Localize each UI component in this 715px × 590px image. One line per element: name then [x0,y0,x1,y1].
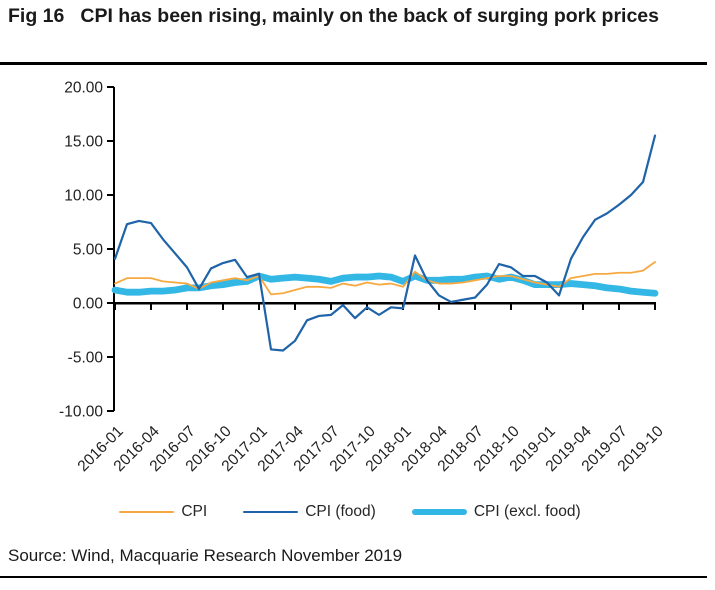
legend-swatch-cpi-food [243,510,299,514]
legend-swatch-cpi-excl-food [411,508,467,516]
legend-label: CPI [181,503,208,520]
series-line-cpi-food [113,134,657,352]
y-tick-label: 0.00 [73,296,104,313]
y-tick-label: 10.00 [64,188,103,205]
legend-label: CPI (food) [305,503,376,520]
y-tick-label: -10.00 [59,404,103,421]
y-tick-label: 15.00 [64,134,103,151]
legend-swatch-cpi [119,511,175,513]
series-line-cpi-excl-food [111,272,659,297]
source-note: Source: Wind, Macquarie Research Novembe… [8,546,403,565]
chart-legend: CPI CPI (food) CPI (excl. food) [0,503,700,521]
y-tick-label: 5.00 [73,242,104,259]
legend-item-cpi: CPI [119,503,207,521]
figure-header: Fig 16 CPI has been rising, mainly on the… [8,4,692,29]
figure-number: Fig 16 [8,5,65,27]
bottom-divider [0,576,707,578]
legend-label: CPI (excl. food) [473,503,581,520]
series-line-cpi [114,261,656,296]
cpi-line-chart: 20.0015.0010.005.000.00-5.00-10.002016-0… [59,80,667,476]
legend-item-cpi-excl-food: CPI (excl. food) [411,503,581,521]
legend-item-cpi-food: CPI (food) [243,503,376,521]
y-tick-label: -5.00 [68,350,104,367]
figure-title: CPI has been rising, mainly on the back … [80,5,659,27]
title-divider [0,62,707,65]
y-tick-label: 20.00 [64,80,103,97]
